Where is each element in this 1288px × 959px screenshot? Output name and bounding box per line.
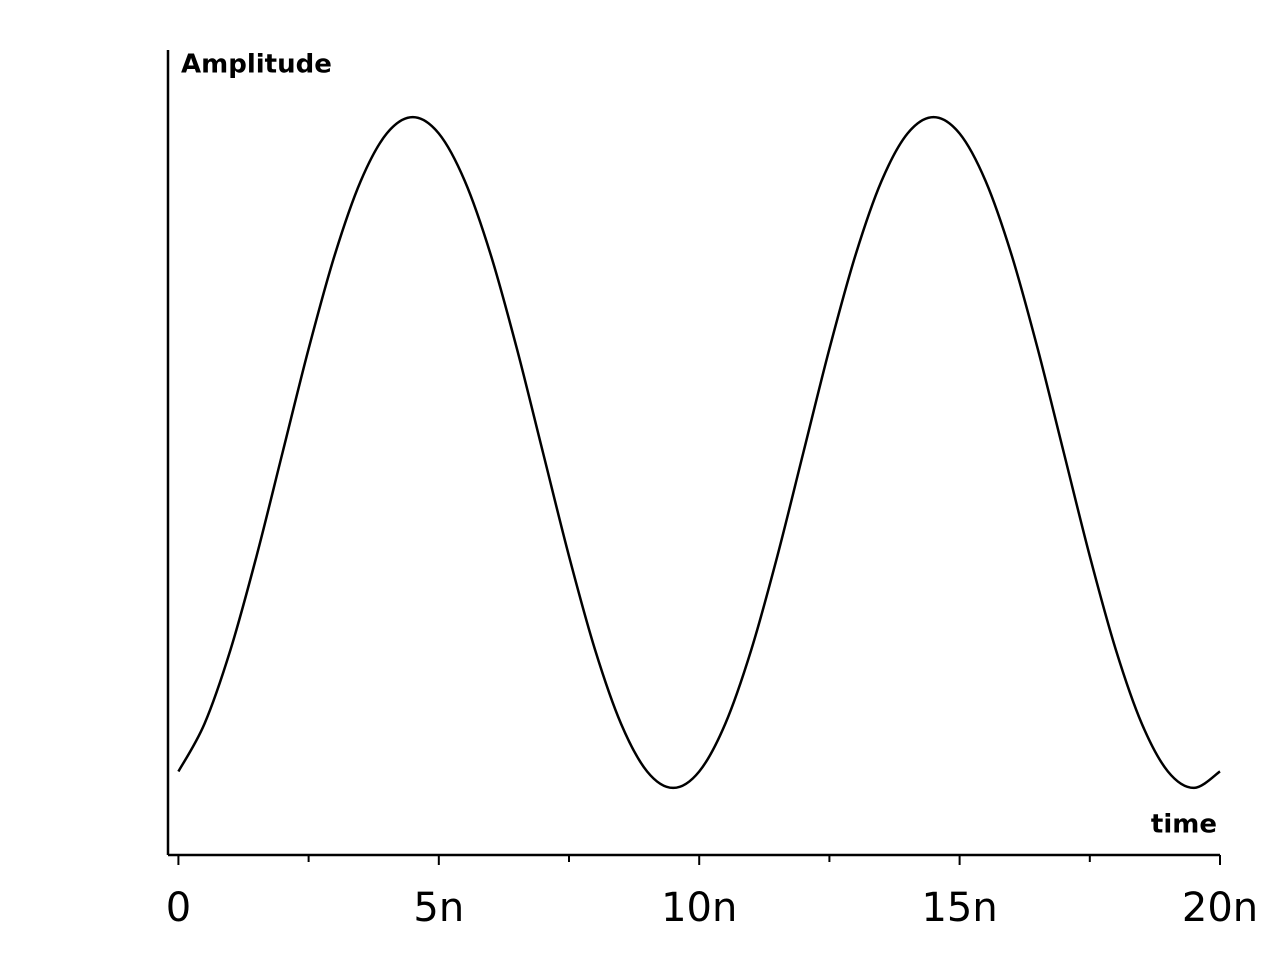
x-tick-label: 0 [166,885,191,931]
x-tick-label: 5n [413,885,464,931]
x-tick-label: 10n [661,885,737,931]
x-tick-label: 20n [1182,885,1258,931]
x-tick-label: 15n [921,885,997,931]
y-axis-label: Amplitude [181,50,332,80]
line-series [177,115,1221,790]
x-axis-label: time [1151,810,1217,840]
